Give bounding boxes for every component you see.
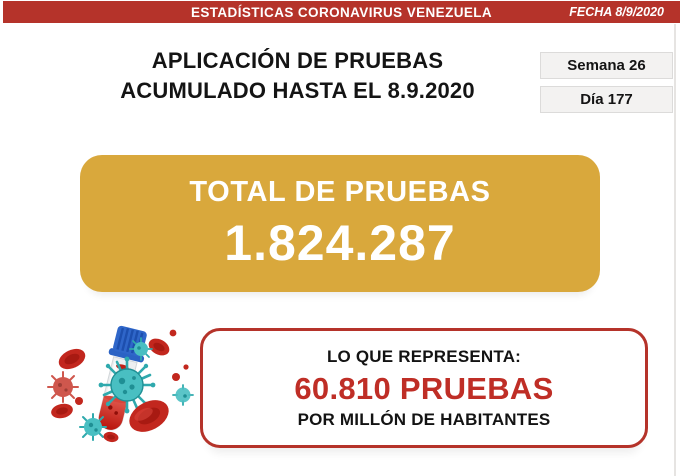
top-banner: ESTADÍSTICAS CORONAVIRUS VENEZUELA FECHA… (3, 1, 680, 23)
week-badge: Semana 26 (540, 52, 673, 79)
red-virus-icon (47, 371, 79, 403)
page-title: APLICACIÓN DE PRUEBAS ACUMULADO HASTA EL… (60, 46, 535, 106)
day-badge: Día 177 (540, 86, 673, 113)
page-title-line2: ACUMULADO HASTA EL 8.9.2020 (120, 78, 475, 103)
per-million-value: 60.810 PRUEBAS (294, 370, 554, 406)
test-tube-virus-illustration (45, 313, 195, 448)
per-million-card: LO QUE REPRESENTA: 60.810 PRUEBAS POR MI… (200, 328, 648, 448)
page-title-line1: APLICACIÓN DE PRUEBAS (151, 48, 444, 73)
total-tests-value: 1.824.287 (224, 214, 456, 271)
banner-title: ESTADÍSTICAS CORONAVIRUS VENEZUELA (190, 4, 493, 20)
card-right-edge (674, 24, 676, 476)
small-virus-icon (129, 337, 153, 361)
blood-cells-back (51, 329, 189, 419)
per-million-heading: LO QUE REPRESENTA: (326, 346, 522, 366)
small-virus-icon (172, 384, 194, 406)
total-tests-card: TOTAL DE PRUEBAS 1.824.287 (80, 155, 600, 292)
test-tube-virus-icon (47, 325, 194, 443)
per-million-caption: POR MILLÓN DE HABITANTES (297, 409, 551, 429)
blood-cells-front (75, 397, 169, 443)
small-virus-icon (79, 413, 107, 441)
banner-date: FECHA 8/9/2020 (569, 5, 664, 19)
week-badge-label: Semana 26 (567, 57, 646, 74)
day-badge-label: Día 177 (580, 91, 633, 108)
total-tests-label: TOTAL DE PRUEBAS (189, 175, 491, 208)
big-virus-icon (98, 356, 156, 414)
